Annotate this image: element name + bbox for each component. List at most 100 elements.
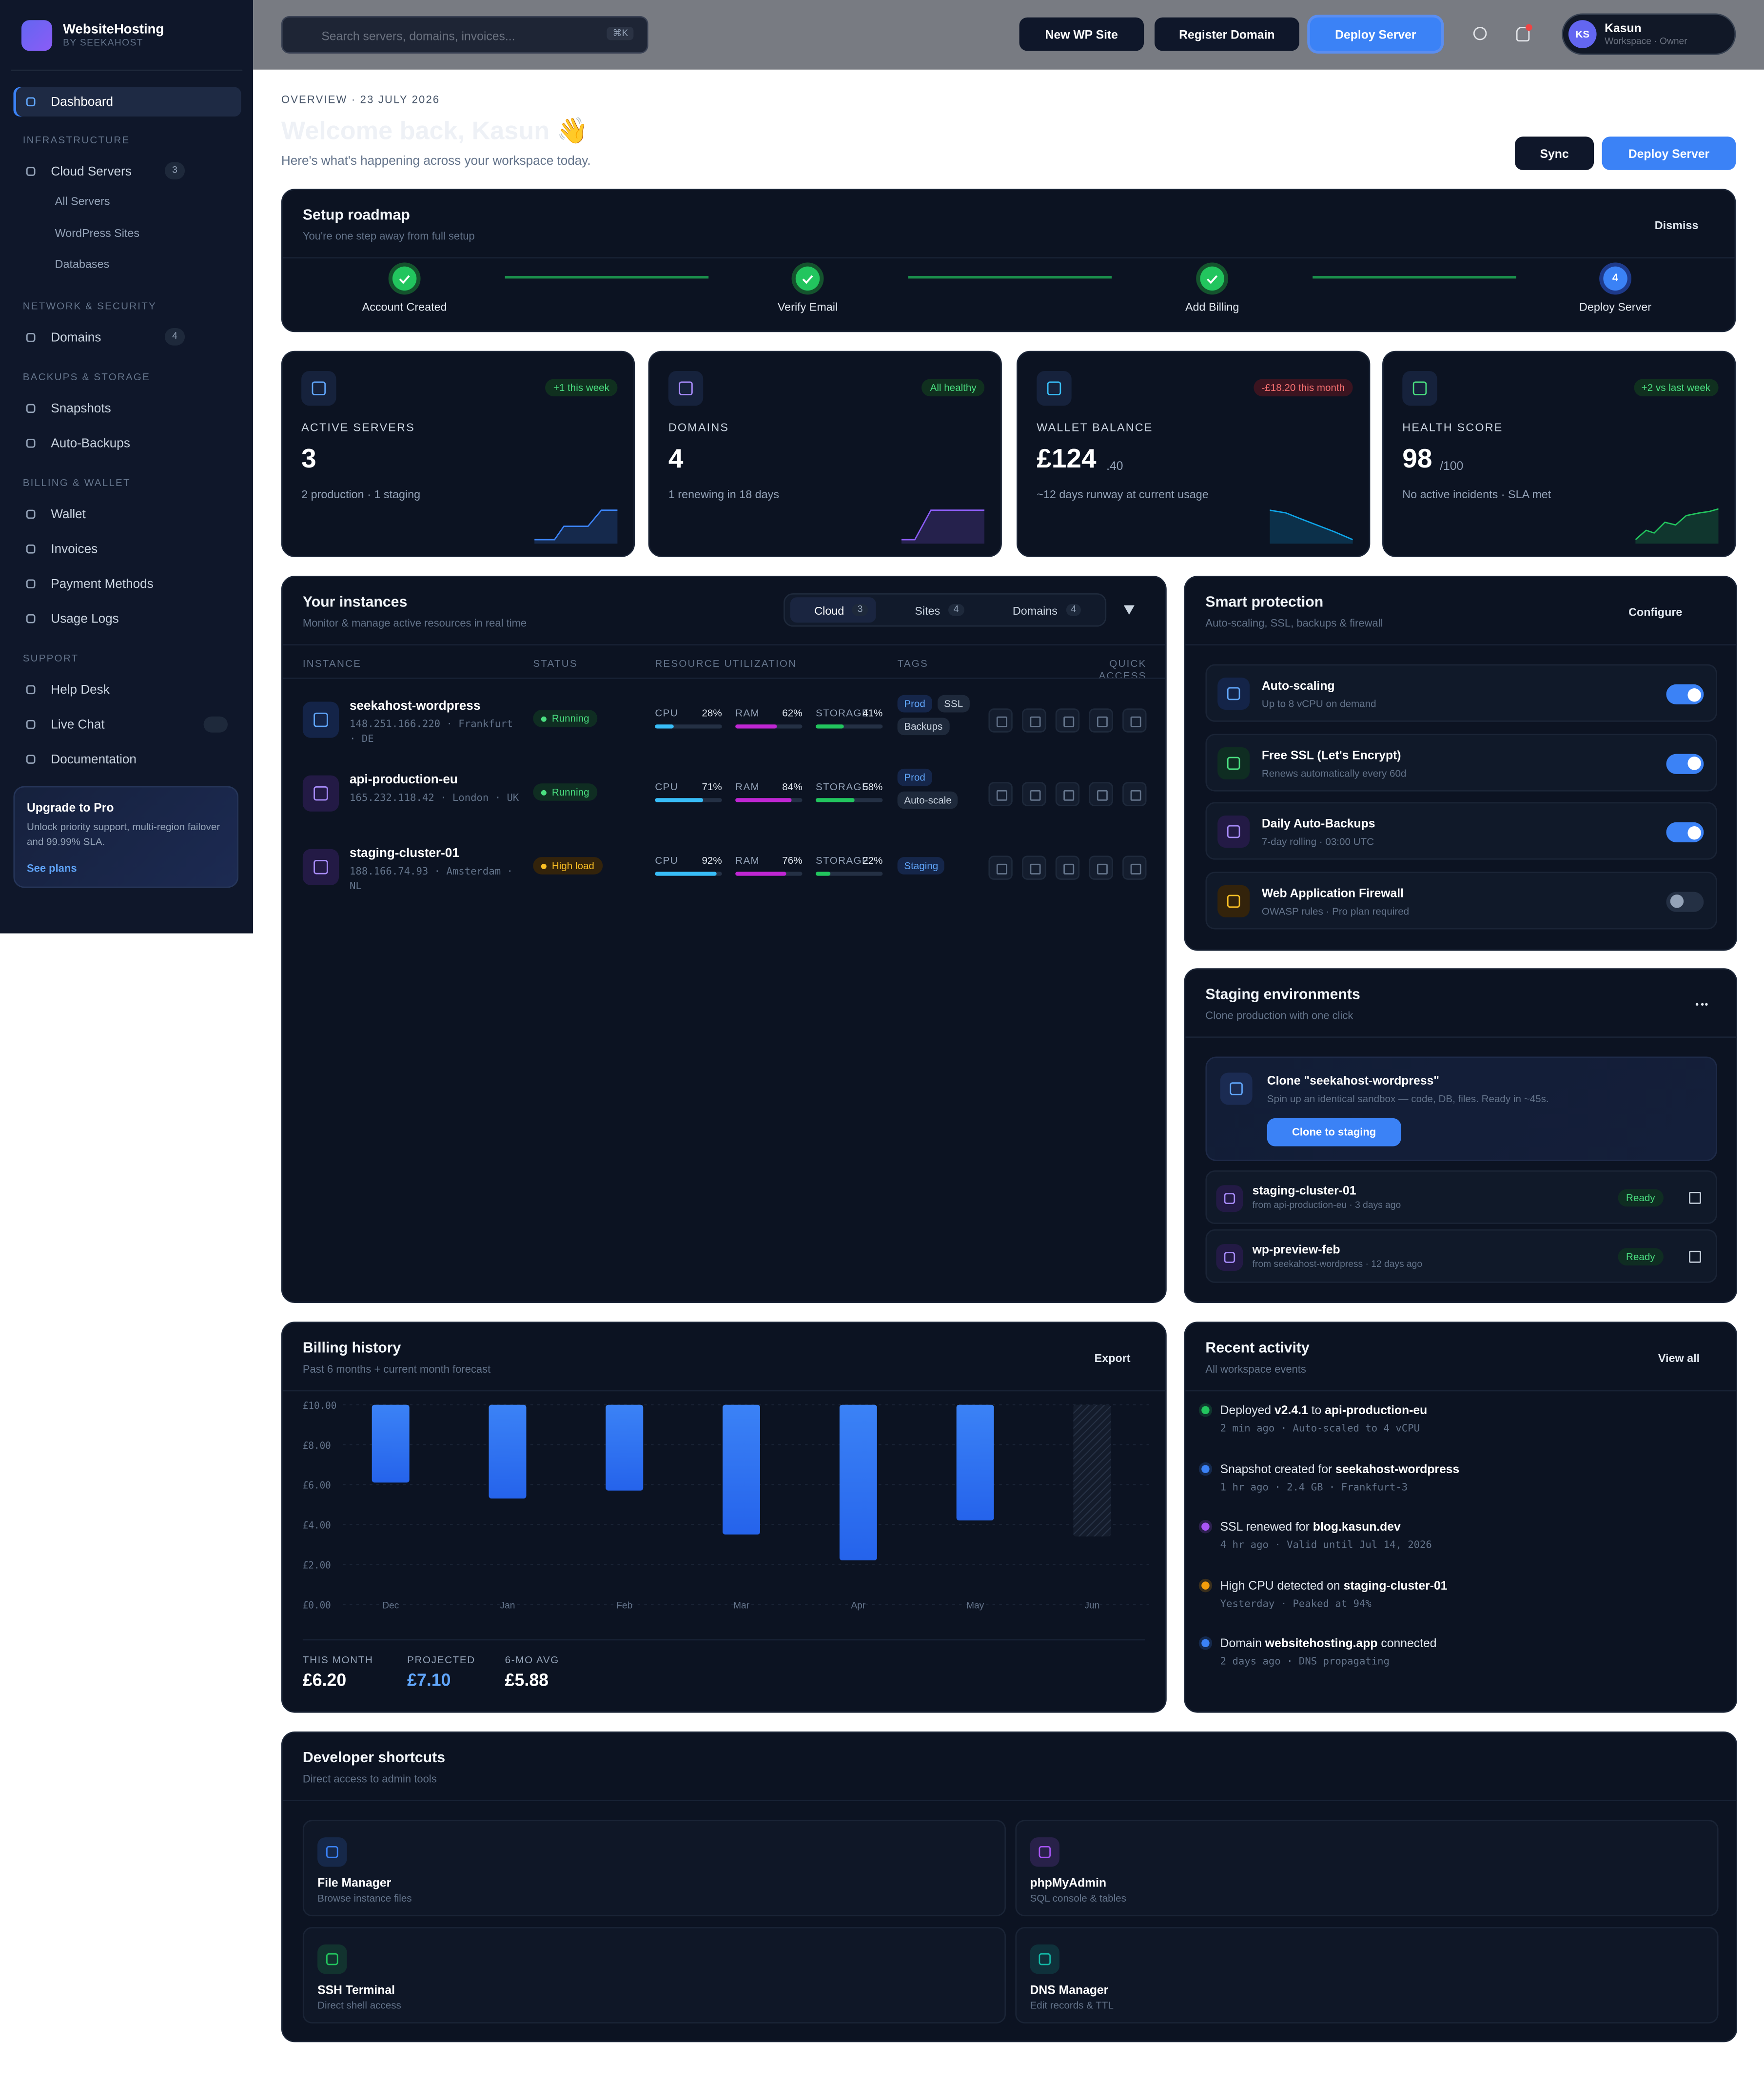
toggle[interactable] — [1666, 753, 1704, 774]
nav-item[interactable]: Invoices — [13, 532, 241, 564]
shortcut-tile[interactable]: SSH Terminal Direct shell access — [302, 1927, 1006, 2023]
card-action[interactable]: Export — [1094, 1351, 1131, 1365]
quick-action[interactable] — [1089, 708, 1113, 733]
instance-row[interactable]: seekahost-wordpress 148.251.166.220 · Fra… — [283, 683, 1165, 757]
metric-name: CPU — [655, 854, 679, 867]
quick-glyph — [996, 863, 1007, 875]
tab-count: 4 — [948, 603, 964, 616]
icon-glyph — [314, 786, 328, 801]
quick-action[interactable] — [1122, 708, 1147, 733]
nav-subitem[interactable]: Databases — [55, 257, 110, 271]
card-action[interactable]: Dismiss — [1654, 218, 1699, 232]
summary-value: £6.20 — [302, 1670, 347, 1690]
nav-item[interactable]: Dashboard — [13, 87, 241, 117]
topbar-button[interactable]: Register Domain — [1155, 17, 1299, 51]
icon — [314, 860, 328, 875]
icon — [314, 712, 328, 727]
summary-label: PROJECTED — [407, 1653, 475, 1666]
icon-glyph — [1224, 1252, 1235, 1263]
clone-button[interactable]: Clone to staging — [1267, 1118, 1401, 1147]
check — [399, 275, 410, 284]
nav-item[interactable]: Snapshots — [13, 392, 241, 424]
icon — [1039, 1846, 1051, 1858]
shortcut-tile[interactable]: DNS Manager Edit records & TTL — [1015, 1927, 1719, 2023]
filter-button[interactable] — [1123, 605, 1135, 615]
card-action[interactable]: Configure — [1628, 605, 1683, 619]
icon-glyph — [1227, 687, 1240, 700]
nav-label: Dashboard — [51, 95, 114, 110]
notifications[interactable] — [1516, 26, 1530, 42]
card-action[interactable]: View all — [1658, 1351, 1700, 1365]
quick-action[interactable] — [988, 782, 1013, 806]
quick-action[interactable] — [1022, 708, 1046, 733]
check — [802, 275, 813, 284]
status-dot — [203, 716, 228, 732]
nav-item[interactable]: Cloud Servers 3 — [13, 156, 241, 188]
sparkline — [901, 509, 985, 541]
activity-part: Domain — [1220, 1636, 1265, 1650]
toggle[interactable] — [1666, 891, 1704, 912]
quick-action[interactable] — [988, 856, 1013, 880]
instance-row[interactable]: staging-cluster-01 188.166.74.93 · Amster… — [283, 830, 1165, 904]
quick-action[interactable] — [1022, 782, 1046, 806]
topbar-button[interactable]: Deploy Server — [1310, 17, 1441, 51]
quick-action[interactable] — [1089, 782, 1113, 806]
nav-subitem[interactable]: All Servers — [55, 194, 110, 208]
tab[interactable]: Sites 4 — [891, 597, 972, 622]
icon-glyph — [679, 381, 693, 395]
y-tick-label: £6.00 — [303, 1480, 331, 1491]
nav-item[interactable]: Domains 4 — [13, 321, 241, 353]
open-link[interactable] — [1689, 1191, 1701, 1204]
icon — [26, 613, 36, 623]
x-tick-label: May — [966, 1600, 984, 1611]
sync-button[interactable]: Sync — [1515, 136, 1594, 170]
nav-item[interactable]: Live Chat — [13, 708, 241, 740]
nav-item[interactable]: Wallet — [13, 498, 241, 530]
sparkline — [1270, 509, 1353, 541]
tag-list: Staging — [897, 857, 991, 875]
upgrade-link[interactable]: See plans — [26, 862, 77, 875]
nav-item[interactable]: Help Desk — [13, 673, 241, 705]
quick-action[interactable] — [988, 708, 1013, 733]
quick-action[interactable] — [1022, 856, 1046, 880]
instance-row[interactable]: api-production-eu 165.232.118.42 · London… — [283, 757, 1165, 830]
divider — [1185, 1390, 1736, 1392]
quick-action[interactable] — [1122, 782, 1147, 806]
nav-item[interactable]: Payment Methods — [13, 567, 241, 599]
icon-glyph — [26, 167, 36, 176]
quick-action[interactable] — [1089, 856, 1113, 880]
activity-part: to — [1308, 1403, 1325, 1417]
nav-section: SUPPORT — [22, 651, 79, 664]
search-box[interactable]: Search servers, domains, invoices... ⌘K — [281, 16, 648, 54]
toggle[interactable] — [1666, 822, 1704, 842]
stat-badge: +2 vs last week — [1633, 379, 1719, 397]
quick-action[interactable] — [1055, 708, 1080, 733]
toggle[interactable] — [1666, 684, 1704, 705]
nav-section: BILLING & WALLET — [22, 476, 131, 488]
user-menu[interactable]: KS Kasun Workspace · Owner — [1562, 13, 1736, 55]
nav-subitem[interactable]: WordPress Sites — [55, 225, 140, 239]
nav-item[interactable]: Usage Logs — [13, 602, 241, 634]
more-dot — [1695, 1003, 1699, 1006]
x-tick-label: Dec — [382, 1600, 399, 1611]
theme-toggle[interactable] — [1473, 26, 1487, 40]
nav-item[interactable]: Auto-Backups — [13, 427, 241, 459]
shortcut-tile[interactable]: phpMyAdmin SQL console & tables — [1015, 1820, 1719, 1917]
quick-action[interactable] — [1055, 856, 1080, 880]
tab-count: 4 — [1065, 603, 1082, 616]
topbar-button[interactable]: New WP Site — [1019, 17, 1144, 51]
tab[interactable]: Domains 4 — [988, 597, 1089, 622]
quick-action[interactable] — [1122, 856, 1147, 880]
nav-item[interactable]: Documentation — [13, 742, 241, 775]
icon — [326, 1953, 338, 1965]
shortcut-tile[interactable]: File Manager Browse instance files — [302, 1820, 1006, 1917]
button-label: Clone to staging — [1292, 1126, 1376, 1139]
icon — [1227, 894, 1240, 907]
icon: £10.00 £8.00 £6.00 £4.00 £2.00 £0.00 Dec Jan Feb… — [303, 1400, 1151, 1611]
open-link[interactable] — [1689, 1250, 1701, 1263]
icon — [1224, 1252, 1235, 1263]
deploy-button[interactable]: Deploy Server — [1602, 136, 1736, 170]
quick-action[interactable] — [1055, 782, 1080, 806]
tab[interactable]: Cloud 3 — [790, 597, 876, 623]
nav-label: Cloud Servers — [51, 164, 132, 180]
